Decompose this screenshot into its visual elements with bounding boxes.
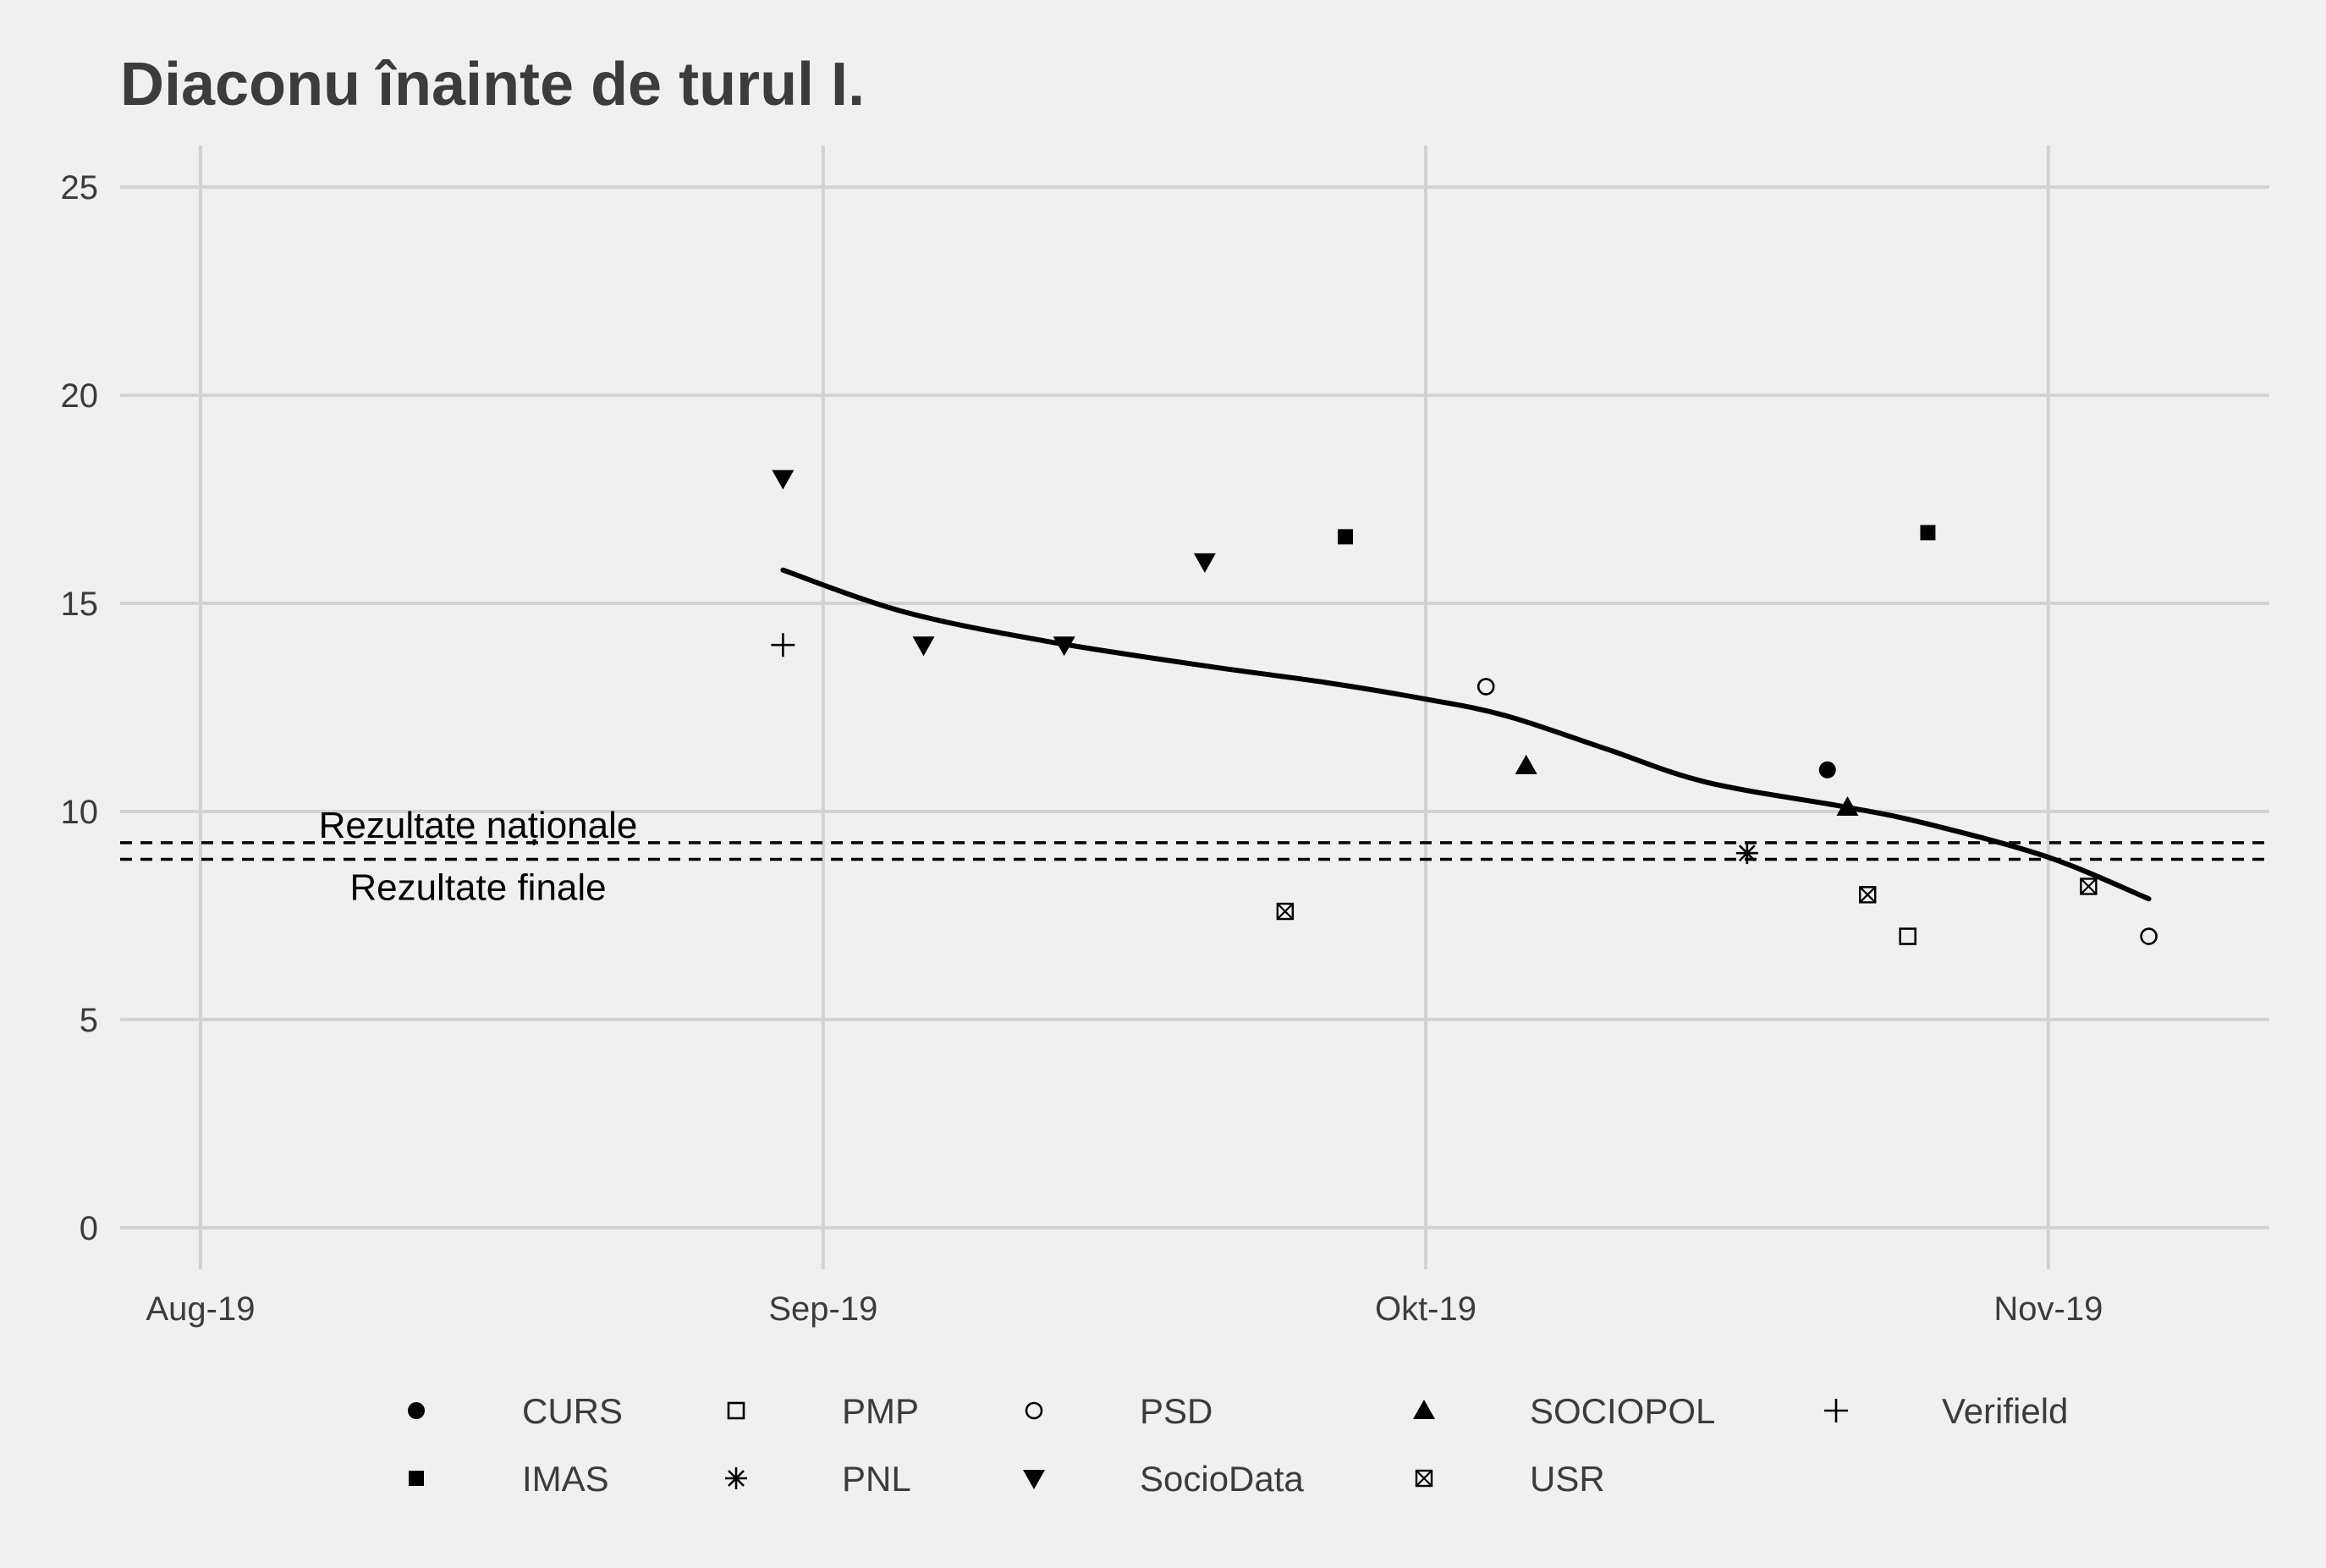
data-point (1338, 529, 1354, 545)
legend-item: IMAS (409, 1459, 609, 1499)
y-tick-label: 25 (61, 169, 99, 206)
data-point (772, 470, 795, 490)
reference-line-label: Rezultate finale (349, 867, 606, 909)
reference-lines: Rezultate naționale Rezultate finale (120, 805, 2269, 909)
legend: CURS PMP PSD SOCIOPOL Verifield IMAS PNL SocioD… (408, 1391, 2068, 1499)
legend-item: USR (1415, 1459, 1605, 1499)
x-tick-label: Nov-19 (1993, 1290, 2103, 1328)
legend-label: SocioData (1140, 1459, 1304, 1499)
marker-shape (1416, 1470, 1432, 1487)
grid (120, 146, 2269, 1269)
data-point (1899, 927, 1917, 945)
data-point (1859, 886, 1877, 904)
marker-shape (2080, 878, 2098, 895)
y-tick-label: 20 (61, 377, 99, 415)
data-point (1053, 636, 1075, 657)
smooth-trend-line (780, 567, 2152, 902)
x-tick-label: Okt-19 (1375, 1290, 1476, 1328)
legend-marker (1025, 1401, 1043, 1420)
legend-label: USR (1530, 1459, 1605, 1499)
y-tick-label: 5 (80, 1002, 98, 1039)
legend-marker (1824, 1399, 1848, 1422)
data-point (1515, 754, 1537, 774)
marker-shape (912, 636, 935, 657)
marker-shape (1025, 1401, 1043, 1420)
y-tick-label: 10 (61, 794, 99, 831)
chart-title: Diaconu înainte de turul I. (120, 51, 865, 118)
legend-item: SOCIOPOL (1413, 1391, 1715, 1431)
legend-label: IMAS (522, 1459, 609, 1499)
legend-item: Verifield (1824, 1391, 2068, 1431)
data-point (2080, 878, 2098, 895)
x-tick-label: Sep-19 (768, 1290, 877, 1328)
marker-shape (1859, 886, 1877, 904)
legend-label: PNL (842, 1459, 911, 1499)
legend-marker (1023, 1470, 1045, 1489)
marker-shape (1053, 636, 1075, 657)
legend-item: SocioData (1023, 1459, 1304, 1499)
data-point (1818, 761, 1836, 778)
marker-shape (1415, 1469, 1433, 1488)
reference-line-label: Rezultate naționale (319, 805, 638, 846)
legend-marker (725, 1467, 747, 1489)
marker-shape (1836, 796, 1859, 817)
legend-label: PSD (1140, 1391, 1212, 1431)
marker-shape (771, 633, 795, 657)
x-tick-label: Aug-19 (146, 1290, 255, 1328)
legend-marker (408, 1402, 425, 1419)
data-point (1193, 553, 1216, 573)
marker-shape (2080, 878, 2098, 895)
marker-shape (1920, 525, 1936, 541)
marker-shape (772, 470, 795, 490)
legend-marker (1413, 1400, 1435, 1419)
marker-shape (2140, 927, 2158, 945)
marker-shape (1338, 529, 1354, 545)
data-point (771, 633, 795, 657)
marker-shape (1824, 1399, 1848, 1422)
data-point (1920, 525, 1936, 541)
legend-marker (409, 1471, 424, 1486)
data-point (2140, 927, 2158, 945)
legend-item: PMP (727, 1391, 919, 1431)
legend-item: PNL (725, 1459, 911, 1499)
marker-shape (1735, 842, 1758, 865)
marker-shape (1899, 927, 1917, 945)
marker-shape (409, 1471, 424, 1486)
marker-shape (1276, 902, 1295, 921)
marker-shape (408, 1402, 425, 1419)
marker-shape (1413, 1400, 1435, 1419)
trend-line (780, 567, 2152, 902)
legend-item: CURS (408, 1391, 623, 1431)
legend-label: Verifield (1942, 1391, 2068, 1431)
y-tick-label: 15 (61, 586, 99, 623)
legend-label: PMP (842, 1391, 919, 1431)
data-point (1476, 678, 1495, 696)
data-points (771, 470, 2158, 945)
marker-shape (1277, 903, 1294, 920)
x-axis-ticks: Aug-19 Sep-19 Okt-19 Nov-19 (146, 1290, 2103, 1328)
y-tick-label: 0 (80, 1210, 98, 1247)
marker-shape (1818, 761, 1836, 778)
data-point (1836, 796, 1859, 817)
legend-marker (727, 1401, 745, 1420)
legend-item: PSD (1025, 1391, 1212, 1431)
marker-shape (1193, 553, 1216, 573)
legend-label: SOCIOPOL (1530, 1391, 1715, 1431)
legend-label: CURS (522, 1391, 623, 1431)
data-point (1735, 842, 1758, 865)
legend-marker (1415, 1469, 1433, 1488)
data-point (912, 636, 935, 657)
marker-shape (725, 1467, 747, 1489)
data-point (1276, 902, 1295, 921)
y-axis-ticks: 0 5 10 15 20 25 (61, 169, 99, 1247)
marker-shape (1515, 754, 1537, 774)
marker-shape (1476, 678, 1495, 696)
marker-shape (727, 1401, 745, 1420)
marker-shape (1023, 1470, 1045, 1489)
marker-shape (1859, 886, 1877, 904)
